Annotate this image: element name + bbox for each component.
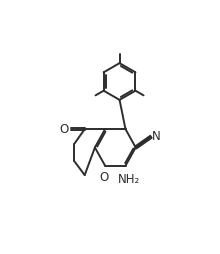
Text: NH₂: NH₂ xyxy=(118,173,140,186)
Text: O: O xyxy=(60,123,69,136)
Text: O: O xyxy=(99,171,108,184)
Text: N: N xyxy=(152,130,161,143)
